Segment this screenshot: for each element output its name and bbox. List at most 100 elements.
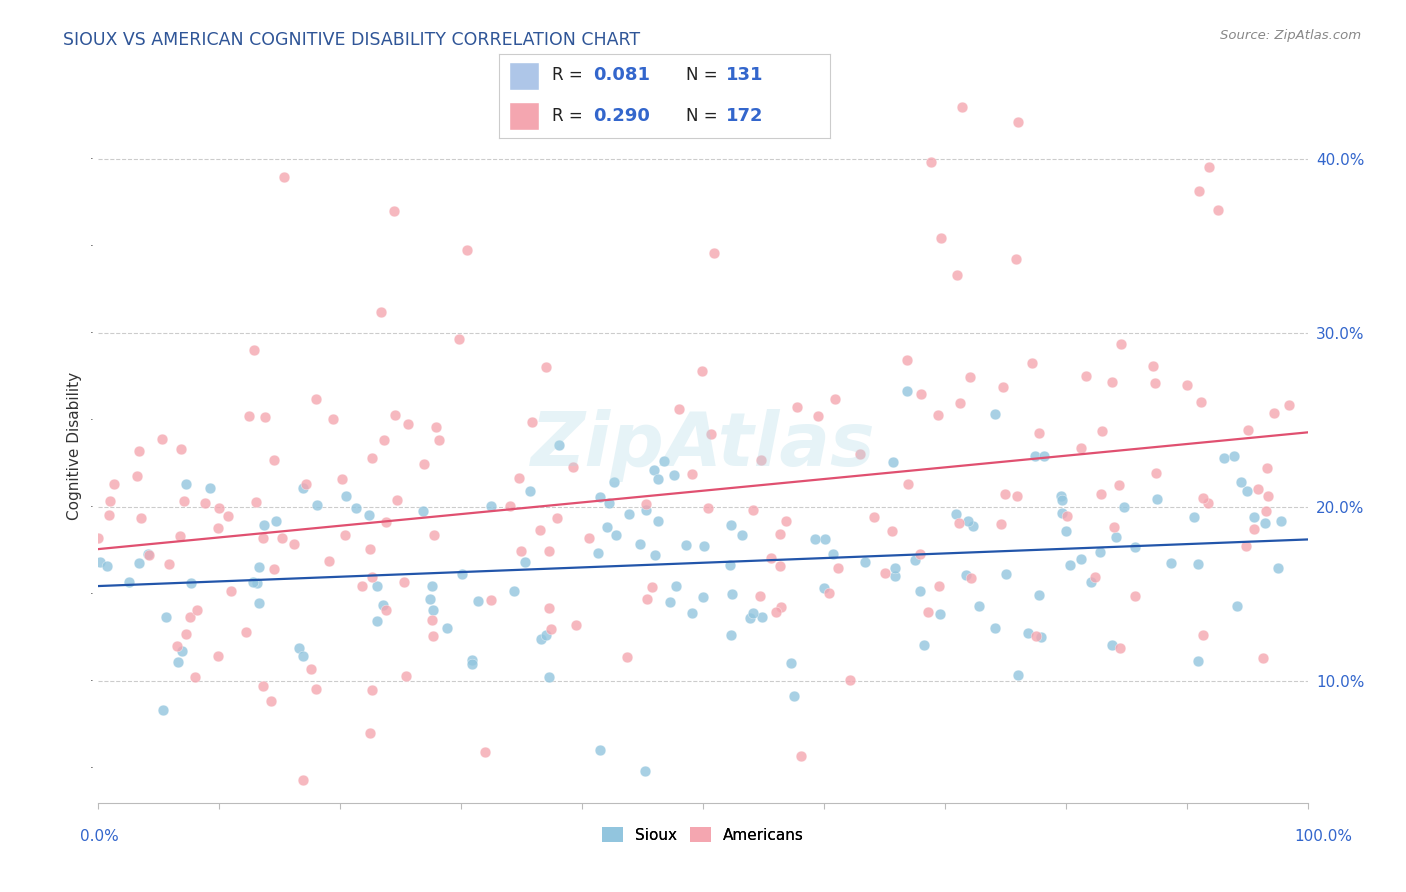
Point (1187, 654, 1209, 668)
Point (98, 493, 121, 508)
Point (983, 621, 1005, 635)
Point (217, 509, 239, 524)
Point (1256, 504, 1278, 518)
Point (1191, 394, 1213, 409)
Point (467, 594, 489, 608)
Point (863, 509, 886, 524)
Point (962, 519, 984, 533)
Point (636, 497, 658, 511)
Point (946, 268, 969, 282)
Point (194, 496, 217, 510)
Point (166, 639, 188, 653)
Text: SIOUX VS AMERICAN COGNITIVE DISABILITY CORRELATION CHART: SIOUX VS AMERICAN COGNITIVE DISABILITY C… (63, 31, 640, 49)
Point (423, 528, 446, 542)
Point (855, 556, 877, 570)
Point (359, 541, 381, 556)
Point (385, 492, 408, 507)
Point (1123, 540, 1146, 554)
Point (412, 504, 434, 518)
Point (884, 561, 907, 575)
Point (804, 532, 827, 546)
Point (510, 543, 533, 558)
Point (246, 575, 269, 590)
Point (1191, 628, 1213, 642)
Point (589, 743, 612, 757)
Point (945, 508, 967, 522)
Point (703, 246, 725, 260)
Point (721, 587, 744, 601)
Point (675, 538, 697, 552)
Point (1213, 451, 1236, 466)
Point (537, 544, 560, 558)
Point (350, 579, 373, 593)
Point (371, 598, 394, 612)
Point (827, 561, 849, 575)
Point (742, 607, 765, 621)
Point (247, 559, 270, 574)
Bar (509, 102, 538, 130)
Point (273, 170, 295, 185)
Point (1059, 558, 1081, 572)
Point (1050, 507, 1073, 521)
Point (775, 515, 797, 529)
Point (1175, 378, 1198, 392)
Point (991, 379, 1014, 393)
Point (1187, 557, 1209, 571)
Point (1267, 561, 1289, 575)
Point (271, 531, 294, 545)
Point (984, 407, 1007, 421)
Point (765, 605, 787, 619)
Point (565, 618, 588, 632)
Point (242, 575, 264, 590)
Point (546, 511, 568, 525)
Point (652, 453, 675, 467)
Point (1114, 500, 1136, 514)
Point (374, 515, 396, 529)
Point (96, 558, 118, 573)
Point (897, 477, 920, 491)
Point (628, 537, 651, 551)
Point (761, 551, 783, 566)
Point (1237, 423, 1260, 437)
Point (662, 468, 685, 483)
Point (644, 548, 666, 562)
Point (994, 567, 1017, 582)
Point (1206, 203, 1229, 218)
Point (370, 304, 392, 318)
Point (373, 433, 395, 447)
Point (422, 603, 444, 617)
Point (910, 547, 932, 561)
Point (1054, 524, 1077, 538)
Point (616, 650, 638, 665)
Point (1257, 489, 1279, 503)
Point (1160, 556, 1182, 570)
Point (413, 457, 436, 471)
Point (929, 607, 952, 621)
Point (1188, 184, 1211, 198)
Point (1254, 516, 1277, 530)
Point (818, 586, 841, 600)
Point (605, 528, 627, 542)
Point (254, 409, 277, 424)
Point (243, 343, 266, 357)
Point (561, 460, 583, 475)
Point (335, 489, 357, 503)
Point (305, 499, 328, 513)
Text: 0.081: 0.081 (593, 66, 651, 84)
Point (1080, 574, 1102, 589)
Point (167, 656, 190, 670)
Point (322, 412, 344, 426)
Point (882, 455, 904, 469)
Point (186, 603, 208, 617)
Point (882, 524, 904, 539)
Point (502, 583, 524, 598)
Point (751, 453, 773, 467)
Point (129, 510, 152, 524)
Point (1025, 629, 1047, 643)
Point (1197, 496, 1219, 510)
Text: R =: R = (553, 107, 588, 125)
Point (253, 517, 276, 532)
Point (1101, 375, 1123, 389)
Point (292, 649, 315, 664)
Y-axis label: Cognitive Disability: Cognitive Disability (67, 372, 82, 520)
